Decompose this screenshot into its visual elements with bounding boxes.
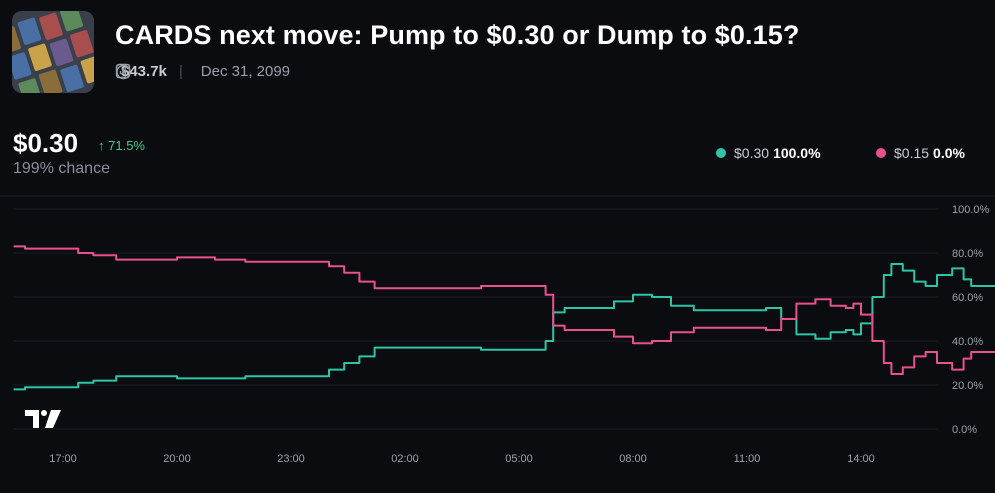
legend-dot (716, 148, 726, 158)
legend-item-high[interactable]: $0.30 100.0% (716, 145, 821, 161)
legend-label: $0.30 (734, 145, 770, 161)
y-tick-label: 20.0% (952, 380, 983, 392)
price-change: ↑ 71.5% (98, 138, 145, 153)
chance-readout: 199% chance (13, 160, 110, 178)
x-tick-label: 05:00 (505, 453, 533, 465)
meta-divider: | (178, 63, 183, 80)
y-tick-label: 100.0% (952, 204, 990, 216)
trading-cards-image (12, 11, 94, 93)
legend-value: 100.0% (773, 145, 821, 161)
current-price: $0.30 (13, 128, 79, 158)
market-thumbnail (12, 11, 94, 93)
x-tick-label: 02:00 (391, 453, 419, 465)
y-tick-label: 60.0% (952, 292, 983, 304)
market-title: CARDS next move: Pump to $0.30 or Dump t… (115, 20, 800, 50)
y-tick-label: 80.0% (952, 248, 983, 260)
legend-label: $0.15 (894, 145, 930, 161)
end-date: Dec 31, 2099 (200, 63, 291, 80)
legend-item-low[interactable]: $0.15 0.0% (876, 145, 965, 161)
price-change-value: 71.5% (108, 138, 145, 153)
chance-label: % chance (39, 160, 110, 177)
legend-dot (876, 148, 886, 158)
x-tick-label: 20:00 (163, 453, 191, 465)
up-arrow-icon: ↑ (98, 138, 105, 153)
tradingview-logo-icon (25, 410, 61, 428)
chance-value: 199 (13, 160, 40, 177)
legend-value: 0.0% (933, 145, 965, 161)
x-tick-label: 08:00 (619, 453, 647, 465)
x-tick-label: 23:00 (277, 453, 305, 465)
y-tick-label: 40.0% (952, 336, 983, 348)
clock-icon (116, 63, 131, 80)
series-line-1 (13, 245, 995, 375)
volume-value: $43.7k (121, 63, 167, 80)
x-tick-label: 17:00 (49, 453, 77, 465)
x-tick-label: 14:00 (847, 453, 875, 465)
market-meta: $43.7k | Dec 31, 2099 (115, 63, 290, 80)
y-tick-label: 0.0% (952, 424, 977, 436)
series-line-0 (13, 263, 995, 391)
x-tick-label: 11:00 (734, 453, 761, 465)
